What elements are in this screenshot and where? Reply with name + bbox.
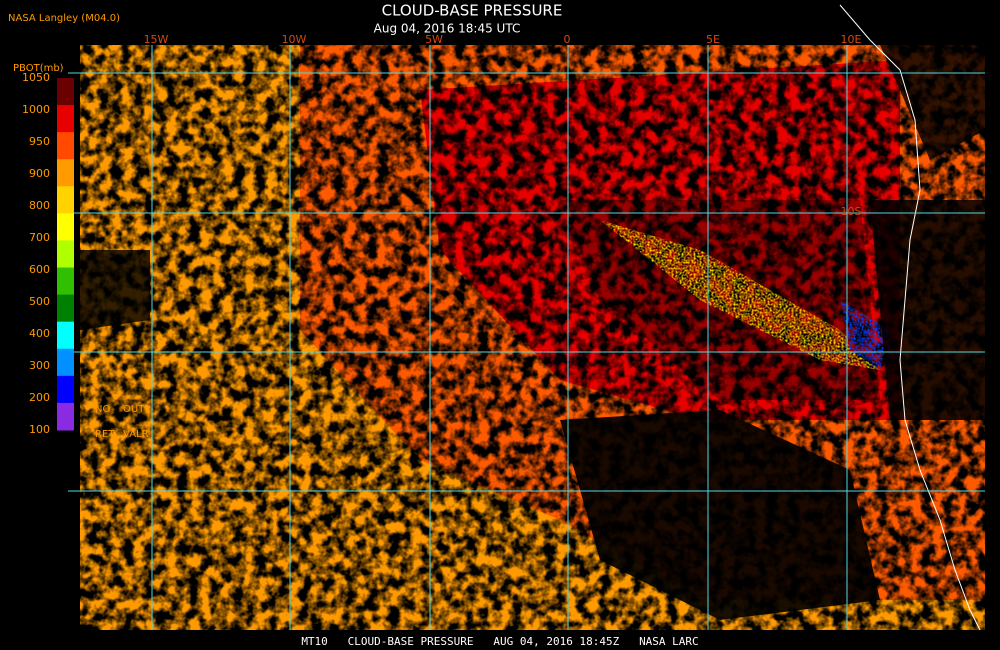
legend-swatch	[57, 321, 74, 350]
legend-swatch	[57, 375, 74, 404]
legend-swatch	[57, 78, 74, 106]
lat-label: 10S	[841, 205, 862, 218]
legend-swatch	[57, 186, 74, 214]
legend-label: 1000	[22, 103, 50, 116]
legend-swatch	[57, 240, 74, 269]
legend-label: 1050	[22, 71, 50, 84]
lon-label: 5W	[425, 33, 443, 46]
lon-label: 10E	[841, 33, 862, 46]
coastline	[839, 4, 981, 631]
legend-swatch	[57, 294, 74, 323]
legend-label: 300	[29, 359, 50, 372]
legend-label: 100	[29, 423, 50, 436]
legend-label: 400	[29, 327, 50, 340]
legend-swatch	[57, 213, 74, 241]
legend-swatch	[57, 105, 74, 133]
footer: MT10 CLOUD-BASE PRESSURE AUG 04, 2016 18…	[301, 635, 698, 648]
no-retrieval-label: OUT	[123, 404, 145, 415]
legend-swatch	[57, 348, 74, 377]
legend-swatch	[57, 132, 74, 160]
legend-label: 600	[29, 263, 50, 276]
legend-label: 200	[29, 391, 50, 404]
legend-label: 500	[29, 295, 50, 308]
legend-swatch	[57, 159, 74, 187]
legend-label: 900	[29, 167, 50, 180]
no-retrieval-label: NO	[95, 404, 110, 415]
lon-label: 10W	[282, 33, 307, 46]
legend-label: 700	[29, 231, 50, 244]
no-retrieval-label: RET	[95, 429, 115, 440]
org-label: NASA Langley (M04.0)	[8, 13, 120, 24]
graticule	[68, 45, 985, 630]
subtitle: Aug 04, 2016 18:45 UTC	[374, 22, 521, 36]
legend-title: PBOT(mb)	[13, 63, 64, 74]
lon-label: 5E	[706, 33, 720, 46]
legend-swatch	[57, 402, 74, 431]
no-retrieval-label: VALR	[123, 429, 149, 440]
legend-swatch	[57, 267, 74, 296]
clear-sky	[80, 45, 985, 620]
lon-label: 0	[564, 33, 571, 46]
legend-label: 800	[29, 199, 50, 212]
lon-label: 15W	[144, 33, 169, 46]
title: CLOUD-BASE PRESSURE	[382, 2, 563, 20]
legend-label: 950	[29, 135, 50, 148]
